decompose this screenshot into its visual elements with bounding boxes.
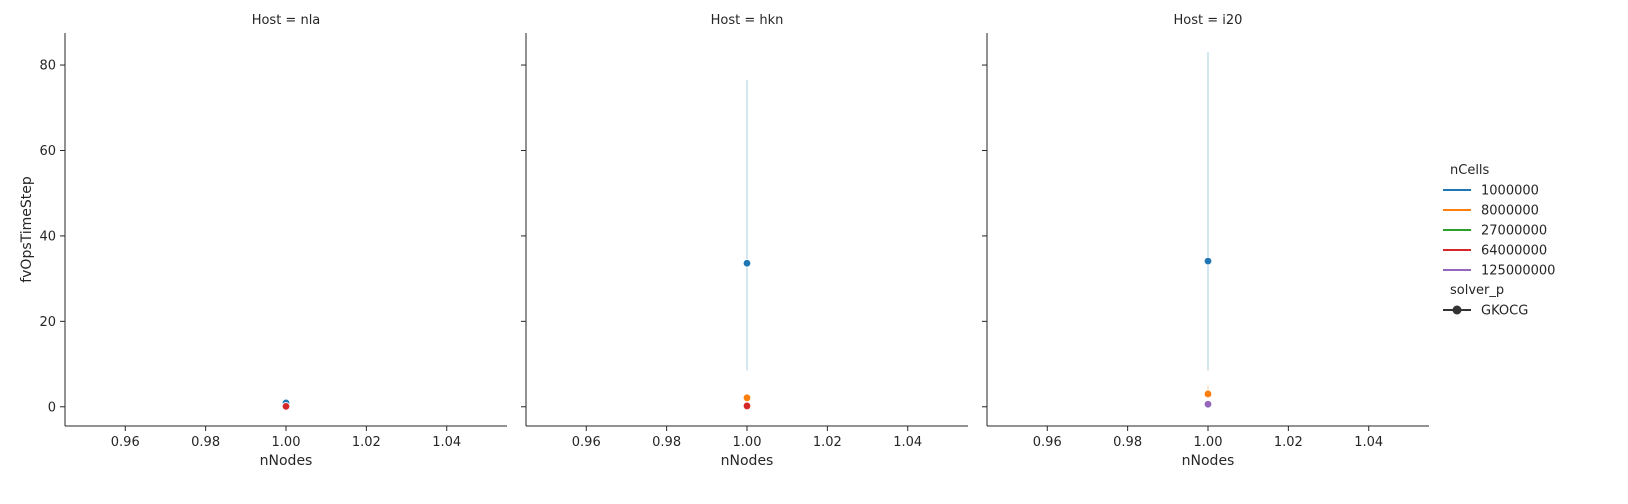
legend-label-27000000: 27000000 [1481, 224, 1547, 239]
panel-1-y-tick-label: 80 [39, 59, 56, 74]
legend-label-125000000: 125000000 [1481, 264, 1555, 279]
panel-1-y-tick-label: 20 [39, 315, 56, 330]
legend-label-GKOCG: GKOCG [1481, 304, 1528, 319]
panel-2-point-1000000 [742, 259, 752, 268]
panel-3-x-axis-title: nNodes [1182, 453, 1235, 469]
panel-1-x-tick-label: 0.96 [111, 435, 140, 450]
panel-3-x-tick-label: 1.04 [1354, 435, 1383, 450]
panel-3-point-8000000 [1203, 389, 1213, 399]
panel-1-y-tick-label: 60 [39, 144, 56, 159]
panel-2-x-tick-label: 1.02 [813, 435, 842, 450]
panel-1-x-axis-title: nNodes [260, 453, 313, 469]
panel-1-point-64000000 [281, 402, 291, 411]
legend-label-8000000: 8000000 [1481, 204, 1539, 219]
panel-1-y-tick-label: 40 [39, 229, 56, 244]
panel-2-x-tick-label: 1.00 [733, 435, 762, 450]
legend-label-64000000: 64000000 [1481, 244, 1547, 259]
legend-style-marker-GKOCG [1452, 305, 1462, 315]
panel-2-point-64000000 [742, 401, 752, 411]
panel-3-title: Host = i20 [1174, 13, 1243, 28]
panel-3-x-tick-label: 1.02 [1274, 435, 1303, 450]
panel-2-x-tick-label: 0.98 [652, 435, 681, 450]
panel-1-title: Host = nla [252, 13, 321, 28]
legend-style-title: solver_p [1450, 283, 1504, 298]
panel-2-x-axis-title: nNodes [721, 453, 774, 469]
panel-2-x-tick-label: 0.96 [572, 435, 601, 450]
panel-2-point-8000000 [742, 393, 752, 403]
panel-1-x-tick-label: 1.00 [272, 435, 301, 450]
legend-hue-title: nCells [1450, 163, 1490, 178]
panel-2-title: Host = hkn [711, 13, 784, 28]
panel-1-y-tick-label: 0 [48, 400, 56, 415]
panel-3-x-tick-label: 0.98 [1113, 435, 1142, 450]
panel-2-x-tick-label: 1.04 [893, 435, 922, 450]
legend-label-1000000: 1000000 [1481, 184, 1539, 199]
panel-1-x-tick-label: 1.04 [432, 435, 461, 450]
y-axis-title: fvOpsTimeStep [19, 176, 35, 283]
panel-1-x-tick-label: 1.02 [352, 435, 381, 450]
panel-3-point-1000000 [1203, 256, 1213, 266]
panel-3-x-tick-label: 1.00 [1194, 435, 1223, 450]
panel-3-x-tick-label: 0.96 [1033, 435, 1062, 450]
panel-1-x-tick-label: 0.98 [191, 435, 220, 450]
panel-3-point-125000000 [1203, 400, 1213, 409]
